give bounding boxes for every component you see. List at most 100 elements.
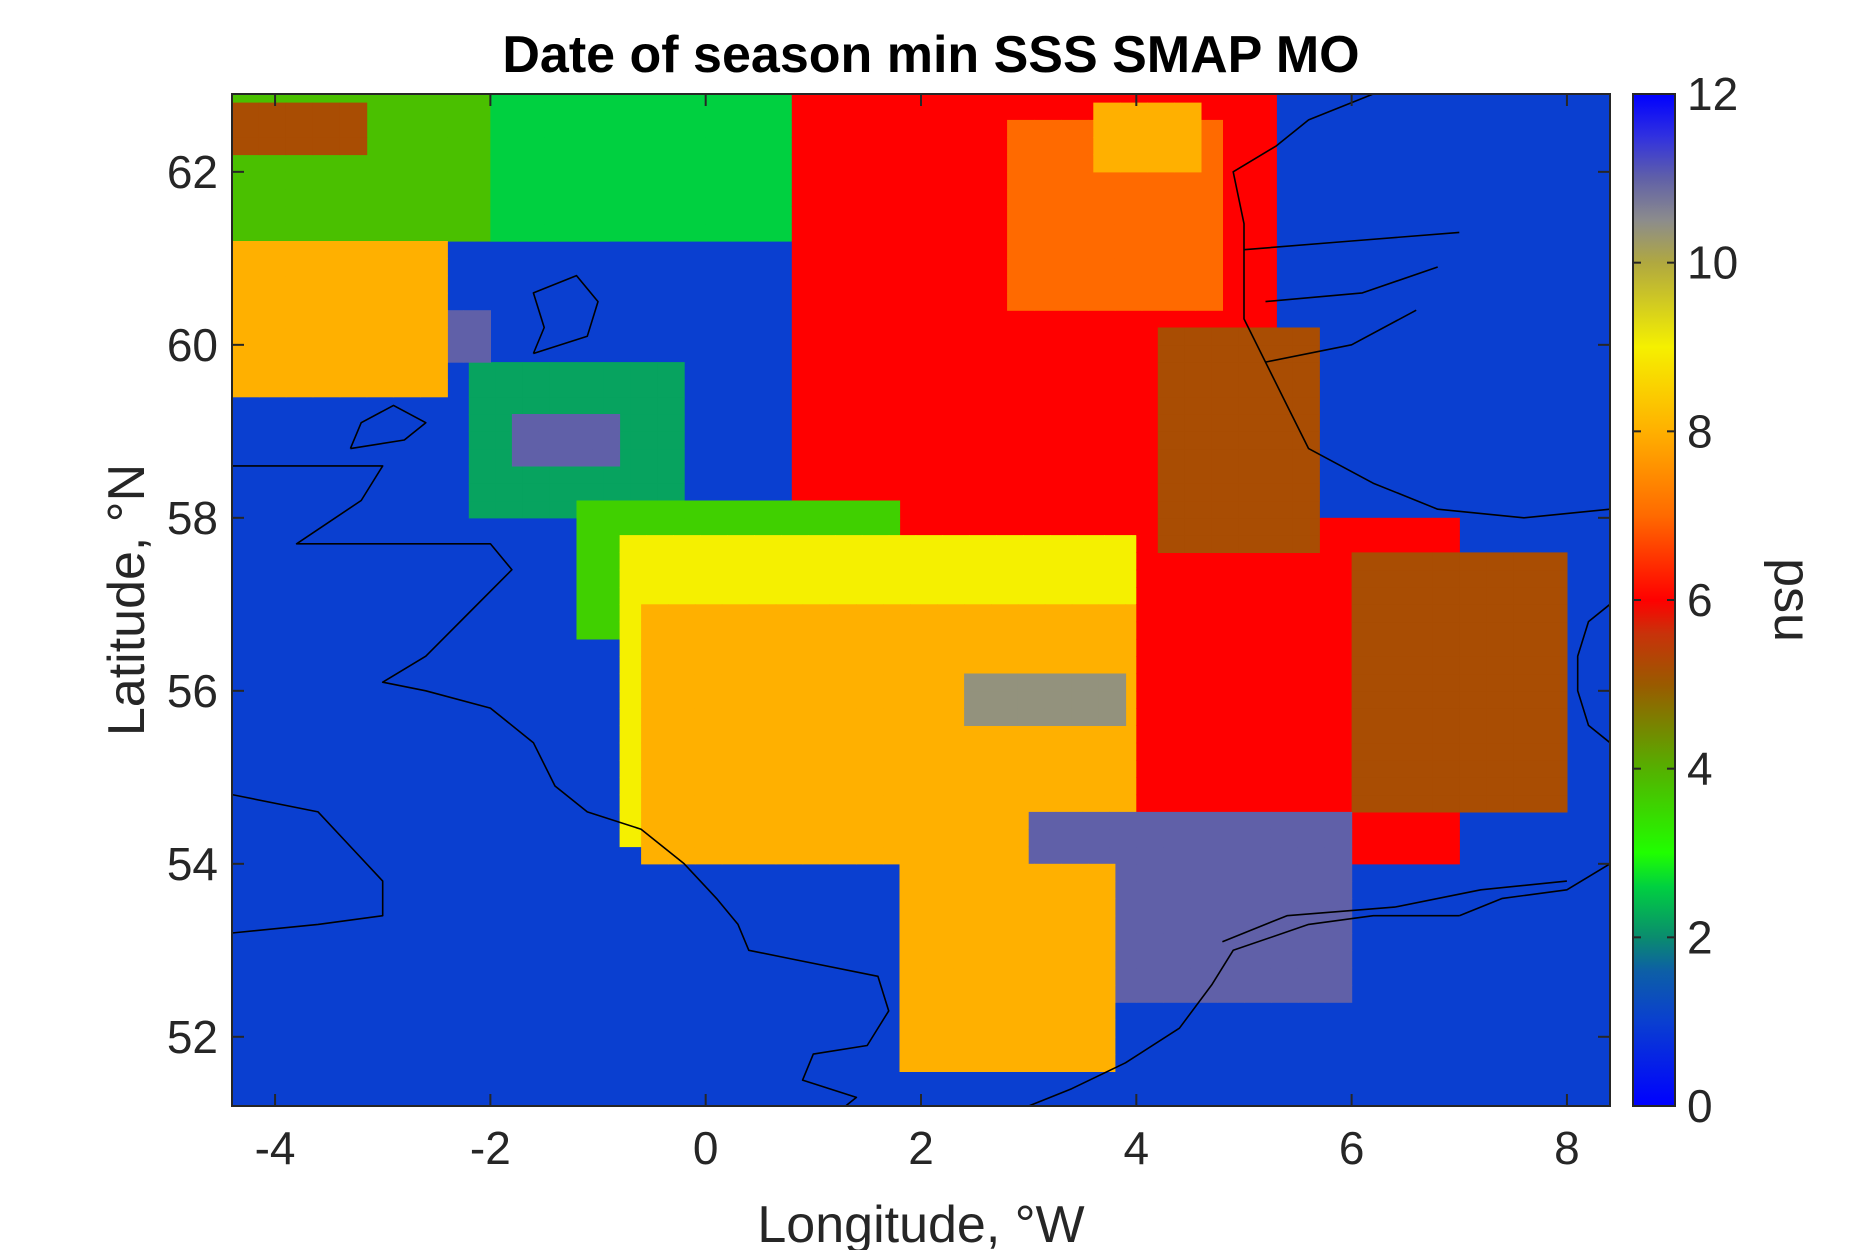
heatmap-cell bbox=[366, 362, 395, 380]
heatmap-cell bbox=[1109, 898, 1137, 917]
heatmap-cell bbox=[1351, 673, 1380, 692]
heatmap-cell bbox=[937, 673, 965, 692]
heatmap-cell bbox=[1459, 742, 1487, 761]
heatmap-cell bbox=[1114, 94, 1143, 104]
heatmap-cell bbox=[775, 621, 804, 640]
heatmap-cell bbox=[759, 206, 787, 225]
heatmap-cell bbox=[1244, 846, 1272, 865]
heatmap-cell bbox=[1513, 725, 1541, 744]
heatmap-cell bbox=[1034, 137, 1062, 156]
heatmap-cell bbox=[1147, 154, 1175, 173]
heatmap-cell bbox=[1270, 587, 1299, 605]
heatmap-cell bbox=[641, 708, 669, 726]
heatmap-cell bbox=[1136, 794, 1164, 813]
heatmap-cell bbox=[673, 552, 701, 571]
heatmap-region-german-bight-violet bbox=[1028, 811, 1353, 1003]
heatmap-cell bbox=[1244, 725, 1272, 744]
heatmap-cell bbox=[1190, 638, 1218, 657]
heatmap-cell bbox=[996, 552, 1024, 571]
heatmap-cell bbox=[657, 414, 685, 432]
heatmap-cell bbox=[721, 811, 750, 830]
heatmap-cell bbox=[910, 638, 938, 657]
heatmap-cell bbox=[1190, 881, 1218, 899]
heatmap-cell bbox=[1157, 535, 1186, 553]
heatmap-cell bbox=[1405, 760, 1433, 778]
heatmap-cell bbox=[468, 465, 497, 484]
heatmap-cell bbox=[1297, 846, 1326, 865]
heatmap-cell bbox=[791, 154, 820, 173]
heatmap-cell bbox=[1061, 292, 1089, 311]
heatmap-cell bbox=[312, 171, 341, 190]
heatmap-cell bbox=[872, 431, 901, 450]
heatmap-cell bbox=[1378, 587, 1406, 605]
coastline-orkney bbox=[349, 404, 427, 450]
heatmap-cell bbox=[571, 94, 599, 104]
heatmap-cell bbox=[732, 119, 761, 138]
heatmap-cell bbox=[366, 275, 395, 294]
heatmap-cell bbox=[899, 206, 927, 225]
coastline-scotland bbox=[232, 465, 890, 1106]
heatmap-cell bbox=[1163, 587, 1191, 605]
heatmap-cell bbox=[1157, 517, 1186, 536]
heatmap-cell bbox=[592, 448, 621, 467]
heatmap-cell bbox=[980, 379, 1008, 398]
heatmap-cell bbox=[1195, 310, 1223, 329]
heatmap-cell bbox=[598, 102, 626, 121]
heatmap-cell bbox=[657, 465, 685, 484]
heatmap-cell bbox=[818, 171, 847, 190]
heatmap-cell bbox=[829, 794, 857, 813]
heatmap-cell bbox=[1017, 621, 1046, 640]
heatmap-cell bbox=[1109, 811, 1137, 830]
heatmap-cell bbox=[1217, 777, 1245, 796]
heatmap-cell bbox=[1007, 1002, 1035, 1021]
heatmap-cell bbox=[1540, 587, 1568, 605]
heatmap-cell bbox=[964, 604, 992, 623]
heatmap-cell bbox=[910, 656, 938, 675]
heatmap-cell bbox=[668, 621, 696, 640]
heatmap-cell bbox=[791, 431, 820, 450]
colorbar-tick-label: 12 bbox=[1687, 68, 1738, 120]
heatmap-cell bbox=[953, 258, 981, 277]
heatmap-cell bbox=[624, 189, 653, 207]
heatmap-cell bbox=[969, 535, 997, 553]
heatmap-cell bbox=[576, 362, 604, 380]
heatmap-cell bbox=[883, 811, 911, 830]
heatmap-cell bbox=[1297, 984, 1326, 1003]
heatmap-cell bbox=[953, 344, 981, 363]
heatmap-cell bbox=[953, 1054, 981, 1072]
heatmap-cell bbox=[1351, 777, 1380, 796]
heatmap-cell bbox=[748, 621, 777, 640]
heatmap-cell bbox=[775, 638, 804, 657]
heatmap-cell bbox=[258, 94, 287, 104]
heatmap-cell bbox=[926, 984, 954, 1003]
heatmap-cell bbox=[490, 102, 518, 121]
heatmap-cell bbox=[1270, 656, 1299, 675]
heatmap-cell bbox=[474, 94, 502, 104]
heatmap-cell bbox=[1184, 414, 1213, 432]
heatmap-cell bbox=[1007, 431, 1035, 450]
heatmap-cell bbox=[646, 587, 674, 605]
heatmap-cell bbox=[1061, 1019, 1089, 1038]
heatmap-cell bbox=[727, 552, 755, 571]
heatmap-cell bbox=[926, 362, 954, 380]
heatmap-cell bbox=[721, 604, 750, 623]
heatmap-cell bbox=[1061, 362, 1089, 380]
heatmap-cell bbox=[1217, 915, 1245, 934]
heatmap-cell bbox=[1017, 656, 1046, 675]
heatmap-cell bbox=[1270, 552, 1299, 571]
heatmap-cell bbox=[339, 189, 368, 207]
heatmap-cell bbox=[791, 310, 820, 329]
heatmap-region-southern-amber bbox=[899, 863, 1116, 1072]
heatmap-cell bbox=[845, 189, 874, 207]
heatmap-cell bbox=[1114, 414, 1143, 432]
heatmap-cell bbox=[964, 725, 992, 744]
heatmap-cell bbox=[926, 189, 954, 207]
heatmap-cell bbox=[366, 327, 395, 346]
heatmap-cell bbox=[1044, 673, 1073, 692]
heatmap-cell bbox=[1378, 742, 1406, 761]
heatmap-cell bbox=[1087, 379, 1116, 398]
heatmap-cell bbox=[1324, 898, 1353, 917]
heatmap-cell bbox=[1249, 119, 1277, 138]
heatmap-cell bbox=[565, 414, 594, 432]
heatmap-cell bbox=[630, 465, 658, 484]
